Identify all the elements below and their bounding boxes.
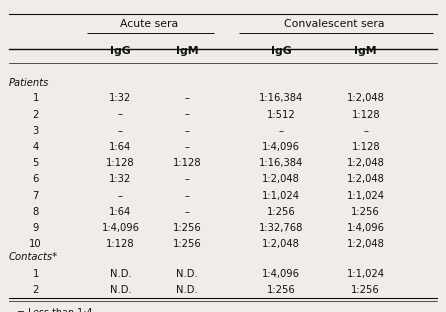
Text: 1:64: 1:64 <box>109 207 132 217</box>
Text: N.D.: N.D. <box>177 285 198 295</box>
Text: Patients: Patients <box>9 78 50 88</box>
Text: 1:32,768: 1:32,768 <box>259 223 303 233</box>
Text: 3: 3 <box>33 126 39 136</box>
Text: 1:256: 1:256 <box>173 239 202 249</box>
Text: N.D.: N.D. <box>110 269 131 279</box>
Text: 2: 2 <box>33 110 39 119</box>
Text: 1:2,048: 1:2,048 <box>347 174 384 184</box>
Text: 1:256: 1:256 <box>173 223 202 233</box>
Text: 1:256: 1:256 <box>267 207 295 217</box>
Text: Acute sera: Acute sera <box>120 19 178 29</box>
Text: IgM: IgM <box>355 46 377 56</box>
Text: 1:1,024: 1:1,024 <box>262 191 300 201</box>
Text: –: – <box>185 93 190 103</box>
Text: 1:2,048: 1:2,048 <box>262 239 300 249</box>
Text: 1:128: 1:128 <box>351 142 380 152</box>
Text: 8: 8 <box>33 207 39 217</box>
Text: 7: 7 <box>33 191 39 201</box>
Text: 1:128: 1:128 <box>106 239 135 249</box>
Text: –: – <box>278 126 284 136</box>
Text: –: – <box>185 207 190 217</box>
Text: 1:4,096: 1:4,096 <box>262 269 300 279</box>
Text: 1:4,096: 1:4,096 <box>101 223 140 233</box>
Text: –: – <box>118 191 123 201</box>
Text: –: – <box>185 174 190 184</box>
Text: 1:512: 1:512 <box>267 110 295 119</box>
Text: 4: 4 <box>33 142 39 152</box>
Text: –: – <box>185 126 190 136</box>
Text: 1:1,024: 1:1,024 <box>347 191 385 201</box>
Text: 2: 2 <box>33 285 39 295</box>
Text: –: – <box>185 142 190 152</box>
Text: 1:16,384: 1:16,384 <box>259 158 303 168</box>
Text: 1: 1 <box>33 269 39 279</box>
Text: 1:4,096: 1:4,096 <box>347 223 385 233</box>
Text: 6: 6 <box>33 174 39 184</box>
Text: N.D.: N.D. <box>110 285 131 295</box>
Text: –: – <box>185 110 190 119</box>
Text: 1:32: 1:32 <box>109 93 132 103</box>
Text: IgG: IgG <box>110 46 131 56</box>
Text: IgM: IgM <box>176 46 198 56</box>
Text: 1:4,096: 1:4,096 <box>262 142 300 152</box>
Text: N.D.: N.D. <box>177 269 198 279</box>
Text: 1:32: 1:32 <box>109 174 132 184</box>
Text: 1:128: 1:128 <box>106 158 135 168</box>
Text: 1:2,048: 1:2,048 <box>347 93 384 103</box>
Text: 1:2,048: 1:2,048 <box>262 174 300 184</box>
Text: Contacts*: Contacts* <box>9 252 58 262</box>
Text: 1:256: 1:256 <box>267 285 295 295</box>
Text: –: – <box>118 110 123 119</box>
Text: 1:16,384: 1:16,384 <box>259 93 303 103</box>
Text: 1: 1 <box>33 93 39 103</box>
Text: 1:2,048: 1:2,048 <box>347 239 384 249</box>
Text: 1:2,048: 1:2,048 <box>347 158 384 168</box>
Text: 5: 5 <box>33 158 39 168</box>
Text: 1:128: 1:128 <box>173 158 202 168</box>
Text: –: – <box>185 191 190 201</box>
Text: 9: 9 <box>33 223 39 233</box>
Text: 1:128: 1:128 <box>351 110 380 119</box>
Text: IgG: IgG <box>271 46 291 56</box>
Text: Convalescent sera: Convalescent sera <box>284 19 385 29</box>
Text: –: – <box>363 126 368 136</box>
Text: 1:1,024: 1:1,024 <box>347 269 385 279</box>
Text: 1:256: 1:256 <box>351 207 380 217</box>
Text: 1:64: 1:64 <box>109 142 132 152</box>
Text: – = Less than 1:4.: – = Less than 1:4. <box>9 308 95 312</box>
Text: 10: 10 <box>29 239 42 249</box>
Text: –: – <box>118 126 123 136</box>
Text: 1:256: 1:256 <box>351 285 380 295</box>
